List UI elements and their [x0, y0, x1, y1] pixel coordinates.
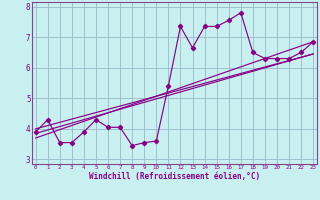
X-axis label: Windchill (Refroidissement éolien,°C): Windchill (Refroidissement éolien,°C) — [89, 172, 260, 181]
